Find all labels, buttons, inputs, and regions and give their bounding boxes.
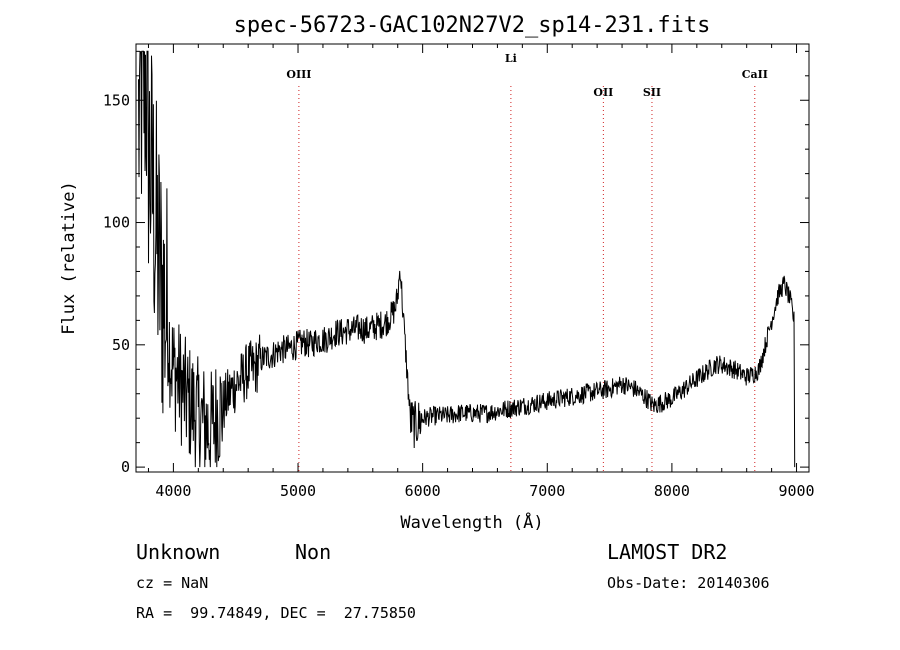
x-tick-label: 6000 [405,482,441,500]
x-tick-label: 9000 [778,482,814,500]
y-tick-label: 150 [103,91,130,109]
x-tick-label: 7000 [529,482,565,500]
object-subclass: Non [295,540,332,564]
marker-label-oiii: OIII [286,68,311,81]
y-tick-label: 100 [103,214,130,232]
x-tick-label: 5000 [280,482,316,500]
obs-date: Obs-Date: 20140306 [607,574,770,592]
coordinates: RA = 99.74849, DEC = 27.75850 [136,604,416,622]
chart-title: spec-56723-GAC102N27V2_sp14-231.fits [234,13,711,38]
y-axis-label: Flux (relative) [59,181,79,335]
axis-ticks: 4000 5000 6000 7000 8000 9000 0 50 100 150 [103,44,815,500]
marker-label-oii: OII [593,86,613,99]
marker-label-li: Li [505,52,517,65]
x-axis-label: Wavelength (Å) [400,511,543,533]
line-markers: OIII Li OII SII CaII [286,52,768,472]
survey-name: LAMOST DR2 [607,540,728,564]
y-tick-label: 50 [112,336,130,354]
marker-label-sii: SII [643,86,661,99]
object-class: Unknown [136,540,221,564]
plot-frame [135,43,810,473]
x-tick-label: 8000 [654,482,690,500]
spectrum-line [138,50,796,468]
marker-label-caii: CaII [742,68,768,81]
x-tick-label: 4000 [155,482,191,500]
y-tick-label: 0 [121,458,130,476]
redshift-cz: cz = NaN [136,574,209,592]
